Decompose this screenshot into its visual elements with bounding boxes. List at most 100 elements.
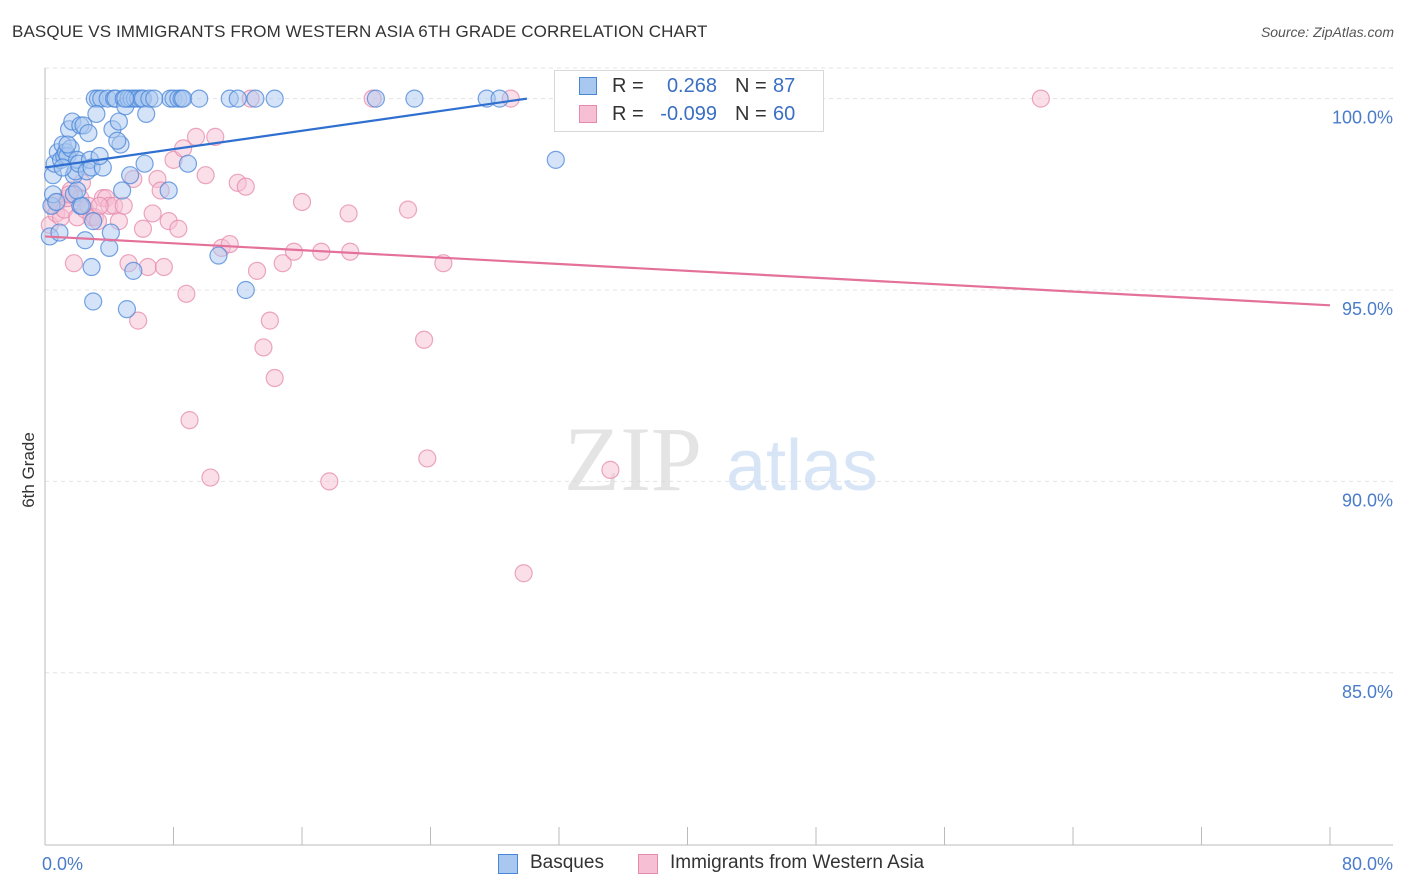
basque-point [68,181,87,200]
immigrant-point [292,192,312,212]
immigrant-point [284,242,304,261]
immigrant-point [133,219,153,238]
basque-point [246,89,265,108]
r-label: R = [612,75,644,97]
basque-point [366,89,385,108]
immigrant-point [418,449,437,468]
basque-point [90,146,109,166]
basque-point [178,154,198,173]
immigrant-point [601,460,620,479]
r-label: R = [612,103,644,125]
immigrants-trend-line [44,235,1331,307]
immigrant-point [254,338,273,357]
basque-point [82,257,101,277]
stats-box: R = 0.268 N = 87 R = -0.099 N = 60 [554,70,824,132]
basque-point [121,166,140,185]
n-label: N = [735,75,767,97]
basque-point [174,89,193,108]
watermark-atlas: atlas [726,426,878,506]
stats-row-immigrants: R = -0.099 N = 60 [555,101,823,129]
immigrant-point [339,204,358,223]
immigrant-point [236,177,255,196]
immigrant-point [90,196,109,215]
x-tick-label-max: 80.0% [1342,854,1393,874]
y-tick-label: 100.0% [1332,108,1393,128]
basque-point [228,89,247,108]
immigrant-point [169,219,188,238]
immigrant-point [201,468,220,487]
basque-point [53,158,72,177]
basque-point [265,89,284,108]
trend-lines [44,97,1331,307]
legend-basques-label: Basques [530,852,604,873]
basque-point [124,261,143,280]
r-value: 0.268 [666,75,717,97]
legend-immigrants-label: Immigrants from Western Asia [670,852,925,873]
tick-labels: 100.0% 95.0% 90.0% 85.0% 0.0% 80.0% [42,108,1393,874]
basques-swatch-icon [579,77,597,95]
immigrant-point [514,564,533,583]
basque-point [109,112,128,131]
chart-title: BASQUE VS IMMIGRANTS FROM WESTERN ASIA 6… [12,22,708,41]
immigrant-point [64,254,84,273]
immigrant-point [186,127,206,146]
basque-point [135,154,154,173]
immigrant-point [247,261,267,280]
basque-point [87,104,106,124]
basque-point [84,292,103,311]
immigrant-point [265,368,284,388]
basque-point [76,231,95,250]
immigrant-point [180,411,199,430]
gridlines [45,67,1393,674]
basque-point [546,150,565,169]
n-label: N = [735,103,767,125]
basque-point [209,246,228,265]
basque-point [490,89,509,108]
basque-point [137,104,156,124]
n-value: 60 [773,103,796,125]
immigrant-point [398,200,418,219]
basque-point [190,89,209,108]
y-tick-label: 95.0% [1342,299,1393,319]
basque-point [236,280,255,300]
immigrants-swatch-icon [579,105,597,123]
basque-point [112,181,132,200]
x-tick-label-min: 0.0% [42,854,83,874]
immigrant-point [220,234,239,254]
immigrant-point [206,127,225,146]
immigrant-point [1031,89,1050,108]
basque-point [101,223,120,242]
y-tick-label: 90.0% [1342,490,1393,510]
basques-trend-line [44,97,528,169]
source-label: Source: ZipAtlas.com [1260,24,1394,40]
basque-point [58,135,77,154]
legend-basques-swatch-icon [498,854,518,874]
basque-point [145,89,164,108]
immigrant-point [260,311,279,330]
legend-immigrants-swatch-icon [638,854,658,874]
basque-point [116,89,135,108]
immigrant-point [320,472,339,491]
r-value: -0.099 [660,103,717,125]
basque-point [47,192,66,212]
y-axis-label: 6th Grade [19,432,38,508]
immigrant-point [177,284,196,303]
immigrant-point [143,204,162,223]
basque-point [405,89,424,108]
basque-point [84,212,103,231]
immigrant-point [114,196,133,215]
n-value: 87 [773,75,796,97]
series-basques-points [40,89,565,319]
y-tick-label: 85.0% [1342,682,1393,702]
watermark: ZIP atlas [564,408,878,510]
immigrant-point [196,166,215,185]
basque-point [79,123,98,143]
basque-point [108,131,127,150]
basque-point [100,238,119,257]
basque-point [72,196,92,215]
immigrant-point [154,257,173,277]
immigrant-point [414,330,434,349]
basque-point [159,181,178,200]
stats-row-basques: R = 0.268 N = 87 [555,73,823,101]
